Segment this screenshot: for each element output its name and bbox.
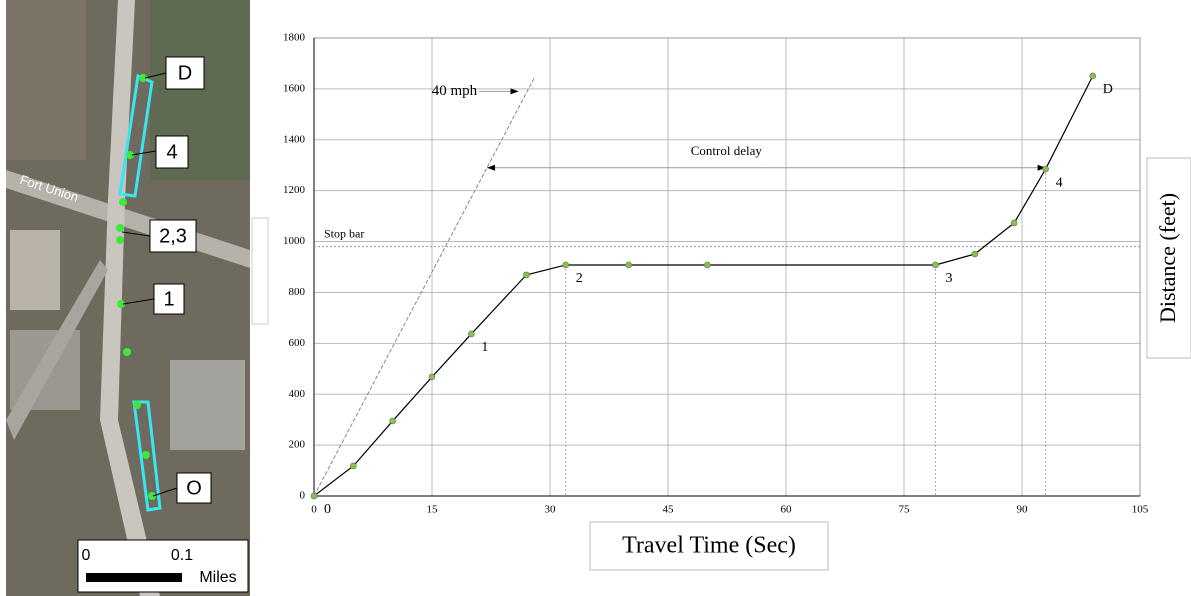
x-tick-label: 0 (311, 504, 317, 516)
aerial (6, 0, 86, 160)
data-point (468, 331, 474, 337)
plot-frame (314, 38, 1140, 496)
x-tick-label: 90 (1017, 504, 1029, 516)
point-label: 3 (945, 271, 952, 286)
data-point (523, 272, 529, 278)
data-point (704, 262, 710, 268)
data-point (1090, 73, 1096, 79)
scale-bar (86, 573, 182, 582)
data-point (311, 493, 317, 499)
y-axis-title: Distance (feet) (1155, 193, 1180, 323)
x-tick-label: 75 (899, 504, 911, 516)
x-tick-label: 45 (663, 504, 675, 516)
data-point (350, 463, 356, 469)
data-point (626, 262, 632, 268)
aerial (170, 360, 245, 450)
data-point (390, 418, 396, 424)
point-label: 1 (481, 340, 488, 355)
data-point (1011, 220, 1017, 226)
y-tick-label: 1000 (283, 235, 306, 247)
page: Fort Union D 4 2,3 1 O 0 0.1 Miles Trave… (0, 0, 1191, 596)
scale-label: 0.1 (171, 547, 193, 564)
speed-label: 40 mph (432, 83, 478, 99)
y-tick-label: 1600 (283, 82, 306, 94)
map: Fort Union D 4 2,3 1 O 0 0.1 Miles (6, 0, 250, 596)
x-tick-label: 60 (781, 504, 793, 516)
y-tick-label: 200 (289, 439, 306, 451)
stop-bar-label: Stop bar (324, 226, 364, 240)
map-label: 2,3 (159, 225, 187, 247)
data-point (972, 251, 978, 257)
map-label: 1 (163, 288, 174, 310)
y-tick-label: 1800 (283, 32, 306, 44)
y-tick-label: 600 (289, 337, 306, 349)
data-point (932, 262, 938, 268)
x-tick-label: 30 (545, 504, 557, 516)
map-label: D (178, 62, 192, 84)
point-label: D (1103, 82, 1113, 97)
speed-line (314, 78, 534, 496)
x-tick-label: 15 (427, 504, 439, 516)
y-tick-label: 1400 (283, 133, 306, 145)
scale-label: 0 (82, 547, 91, 564)
data-point (563, 262, 569, 268)
y-tick-label: 400 (289, 388, 306, 400)
x-axis-title: Travel Time (Sec) (622, 533, 796, 559)
y-tick-label: 800 (289, 286, 306, 298)
y-tick-label: 1200 (283, 184, 306, 196)
aerial (10, 230, 60, 310)
data-point (1043, 166, 1049, 172)
data-point (429, 374, 435, 380)
y-tick-label: 0 (300, 490, 306, 502)
point-label: 0 (324, 502, 331, 517)
point-label: 4 (1056, 175, 1063, 190)
bracket (252, 218, 268, 324)
map-label: O (186, 477, 202, 499)
data-line (314, 76, 1093, 496)
delay-label: Control delay (691, 143, 763, 158)
scale-label: Miles (199, 569, 236, 586)
point-label: 2 (576, 271, 583, 286)
map-label: 4 (166, 141, 177, 163)
x-tick-label: 105 (1132, 504, 1149, 516)
